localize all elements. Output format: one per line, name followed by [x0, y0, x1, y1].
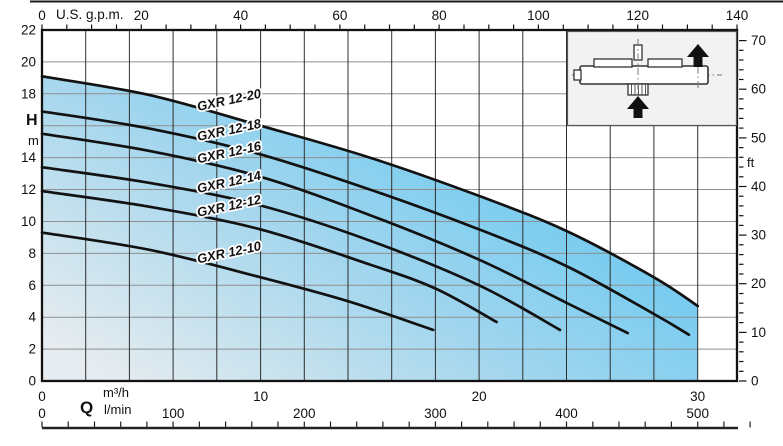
feet-tick-label: 70	[751, 33, 766, 48]
flow-axis-unit-m3h: m³/h	[103, 385, 129, 400]
m3h-tick-label: 10	[253, 389, 268, 404]
meters-tick-label: 22	[21, 23, 36, 38]
pump-shaft-end	[573, 69, 582, 81]
pump-inset-diagram	[566, 30, 738, 127]
pump-body	[579, 65, 709, 85]
feet-tick-label: 40	[751, 179, 766, 194]
meters-tick-label: 12	[21, 182, 36, 197]
gpm-tick-label: 100	[527, 8, 550, 23]
meters-tick-label: 14	[21, 150, 37, 165]
top-axis-unit-label: U.S. g.p.m.	[56, 7, 124, 22]
gpm-tick-label: 120	[626, 8, 649, 23]
gpm-tick-label: 60	[332, 8, 347, 23]
meters-tick-label: 20	[21, 54, 36, 69]
pump-top-block-right	[647, 58, 683, 68]
flow-axis-letter: Q	[80, 398, 94, 417]
feet-tick-label: 30	[751, 228, 766, 243]
feet-tick-label: 60	[751, 82, 766, 97]
meters-tick-label: 2	[28, 342, 36, 357]
suction-arrow-icon	[627, 96, 649, 118]
feet-tick-label: 10	[751, 325, 766, 340]
discharge-arrow-icon	[687, 44, 709, 67]
meters-tick-label: 4	[28, 310, 36, 325]
gpm-tick-label: 40	[233, 8, 248, 23]
meters-tick-label: 8	[28, 246, 36, 261]
pump-schematic-icon	[572, 39, 722, 118]
head-axis-letter: H	[26, 112, 38, 129]
feet-tick-label: 20	[751, 276, 766, 291]
curve-GXR-12-16	[40, 132, 630, 335]
head-axis-unit-m: m	[28, 133, 39, 148]
lmin-tick-label: 200	[293, 406, 316, 421]
curve-GXR-12-18	[40, 110, 691, 337]
curve-GXR-12-12	[40, 189, 498, 324]
gpm-tick-label: 20	[134, 8, 149, 23]
lmin-tick-label: 300	[424, 406, 447, 421]
meters-tick-label: 10	[21, 214, 36, 229]
meters-tick-label: 18	[21, 86, 36, 101]
feet-tick-label: 50	[751, 130, 766, 145]
gpm-tick-label: 0	[38, 8, 46, 23]
curve-GXR-12-20	[40, 74, 700, 308]
curve-layer	[40, 74, 700, 337]
meters-tick-label: 6	[28, 278, 36, 293]
feet-tick-label: 0	[751, 374, 759, 389]
m3h-tick-label: 30	[690, 389, 705, 404]
axis-tick-layer: 0 20 40 60 80 100 120 1402220181412108642070605…	[21, 8, 766, 430]
head-axis-unit-ft: ft	[747, 155, 755, 170]
flow-axis-unit-lmin: l/min	[104, 402, 132, 417]
m3h-tick-label: 0	[38, 389, 46, 404]
performance-envelope-fill	[42, 76, 698, 382]
lmin-tick-label: 100	[162, 406, 185, 421]
lmin-tick-label: 500	[686, 406, 709, 421]
plot-border	[40, 28, 739, 383]
gpm-tick-label: 80	[432, 8, 447, 23]
curve-GXR-12-14	[40, 165, 562, 332]
envelope-fill-layer	[42, 76, 698, 382]
lmin-tick-label: 0	[38, 406, 46, 421]
lmin-tick-label: 400	[555, 406, 578, 421]
meters-tick-label: 0	[28, 374, 36, 389]
curve-GXR-12-10	[40, 231, 435, 332]
m3h-tick-label: 20	[472, 389, 487, 404]
gpm-tick-label: 140	[726, 8, 749, 23]
curve-label: GXR 12-20	[196, 86, 263, 114]
plot-border-layer	[40, 28, 739, 383]
pump-top-block-left	[593, 58, 633, 68]
